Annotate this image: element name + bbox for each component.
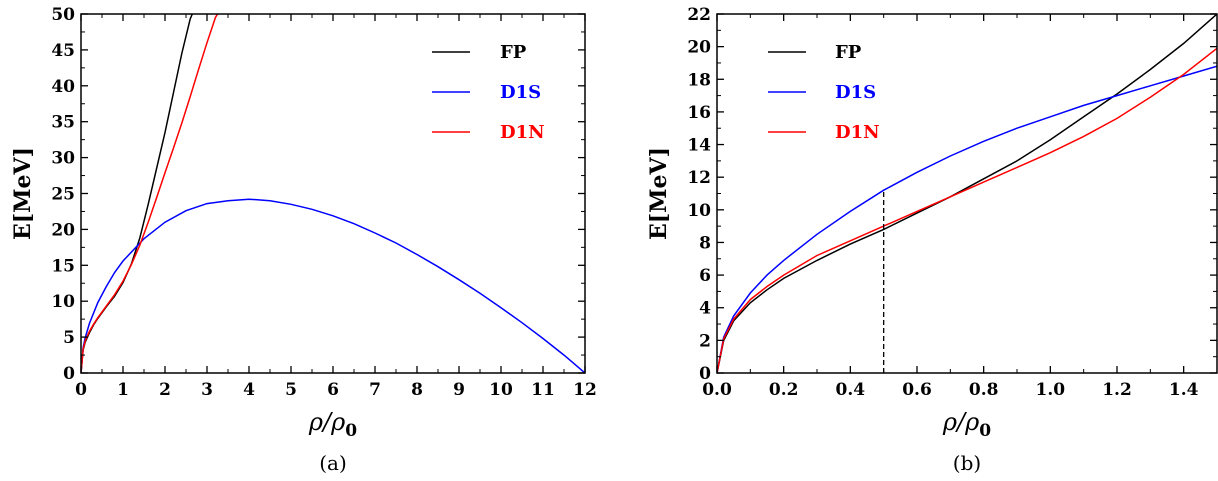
x-axis-title: ρ/ρ0	[308, 408, 357, 441]
x-tick-label: 8	[411, 380, 423, 400]
y-tick-label: 12	[687, 168, 711, 188]
legend-label-d1n: D1N	[835, 122, 880, 143]
y-tick-label: 20	[51, 220, 75, 240]
x-tick-label: 0	[75, 380, 87, 400]
panel-caption: (a)	[319, 451, 347, 475]
x-tick-label: 0.6	[902, 380, 932, 400]
panel-caption: (b)	[953, 451, 981, 475]
y-tick-label: 50	[51, 5, 75, 25]
x-axis-title: ρ/ρ0	[942, 408, 991, 441]
y-tick-label: 18	[687, 70, 711, 90]
y-tick-label: 10	[51, 292, 75, 312]
x-tick-label: 1.4	[1169, 380, 1199, 400]
x-axis-title-subscript: 0	[979, 421, 991, 441]
y-tick-label: 2	[699, 331, 711, 351]
chart-panel-a: 0 1 2 3 4 5 6 7 8 9 10 11 1205101520253035404550E[Me…	[10, 5, 597, 475]
legend-label-d1s: D1S	[500, 82, 541, 103]
series-line-d1s	[717, 65, 1217, 373]
y-tick-label: 5	[63, 328, 75, 348]
y-tick-label: 10	[687, 201, 711, 221]
y-tick-label: 16	[687, 103, 711, 123]
y-axis-title: E[MeV]	[10, 147, 36, 240]
y-tick-label: 14	[687, 136, 711, 156]
legend-label-d1n: D1N	[500, 122, 545, 143]
y-tick-label: 20	[687, 38, 711, 58]
x-axis-title-main: ρ/ρ	[308, 408, 345, 436]
x-tick-label: 10	[489, 380, 513, 400]
y-tick-label: 8	[699, 233, 711, 253]
y-tick-label: 15	[51, 256, 75, 276]
plot-frame	[80, 13, 586, 374]
y-tick-label: 6	[699, 266, 711, 286]
x-tick-label: 0.0	[702, 380, 732, 400]
x-tick-label: 6	[327, 380, 339, 400]
y-tick-label: 25	[51, 185, 75, 205]
x-tick-label: 5	[285, 380, 297, 400]
plot-frame	[716, 13, 1218, 374]
x-tick-label: 4	[243, 380, 255, 400]
legend-label-fp: FP	[500, 42, 527, 63]
x-tick-label: 0.8	[969, 380, 999, 400]
x-tick-label: 1.2	[1102, 380, 1132, 400]
y-tick-label: 35	[51, 113, 75, 133]
y-tick-label: 4	[699, 299, 711, 319]
x-tick-label: 1.0	[1036, 380, 1066, 400]
x-tick-label: 12	[573, 380, 597, 400]
y-tick-label: 40	[51, 77, 75, 97]
x-axis-title-main: ρ/ρ	[942, 408, 979, 436]
x-tick-label: 7	[369, 380, 381, 400]
legend-label-d1s: D1S	[835, 82, 876, 103]
x-tick-label: 1	[117, 380, 129, 400]
x-tick-label: 11	[531, 380, 555, 400]
y-tick-label: 0	[699, 364, 711, 384]
x-tick-label: 2	[159, 380, 171, 400]
chart-panel-b: 0.0 0.2 0.4 0.6 0.8 1.0 1.2 1.4 0 2 4 6 8 10 12 14 16 18 2…	[646, 5, 1218, 475]
series-line-d1n	[81, 14, 219, 373]
x-tick-label: 9	[453, 380, 465, 400]
series-line-fp	[717, 14, 1217, 373]
y-tick-label: 45	[51, 41, 75, 61]
series-line-d1n	[717, 47, 1217, 373]
y-tick-label: 0	[63, 364, 75, 384]
legend-label-fp: FP	[835, 42, 862, 63]
x-tick-label: 0.2	[769, 380, 799, 400]
x-axis-title-subscript: 0	[345, 421, 357, 441]
x-tick-label: 3	[201, 380, 213, 400]
y-tick-label: 22	[687, 5, 711, 25]
y-tick-label: 30	[51, 149, 75, 169]
y-axis-title: E[MeV]	[646, 147, 672, 240]
series-line-d1s	[81, 198, 585, 373]
x-tick-label: 0.4	[836, 380, 866, 400]
